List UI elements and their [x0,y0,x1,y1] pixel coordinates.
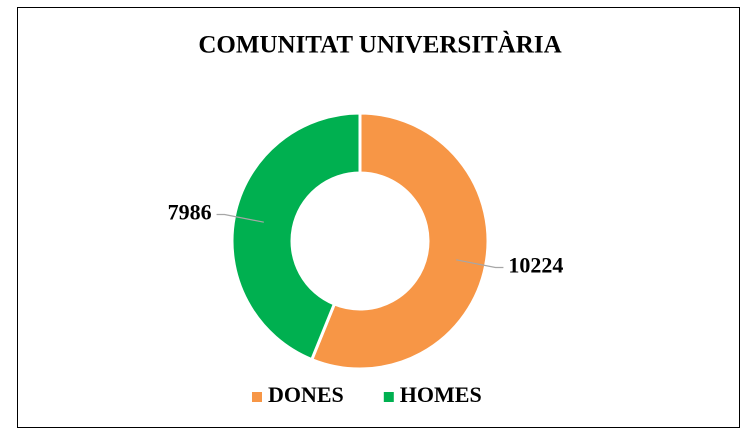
legend-swatch [383,392,394,402]
donut-slice [230,111,362,362]
legend-swatch [252,392,262,402]
chart-title: COMUNITAT UNIVERSITÀRIA [198,31,561,59]
data-label: 10224 [508,253,563,278]
legend-label: DONES [268,382,344,407]
leader-line [456,259,504,269]
legend-label: HOMES [400,382,482,407]
data-label: 7986 [168,200,212,225]
leader-line [216,213,264,223]
donut-slice [309,111,490,371]
